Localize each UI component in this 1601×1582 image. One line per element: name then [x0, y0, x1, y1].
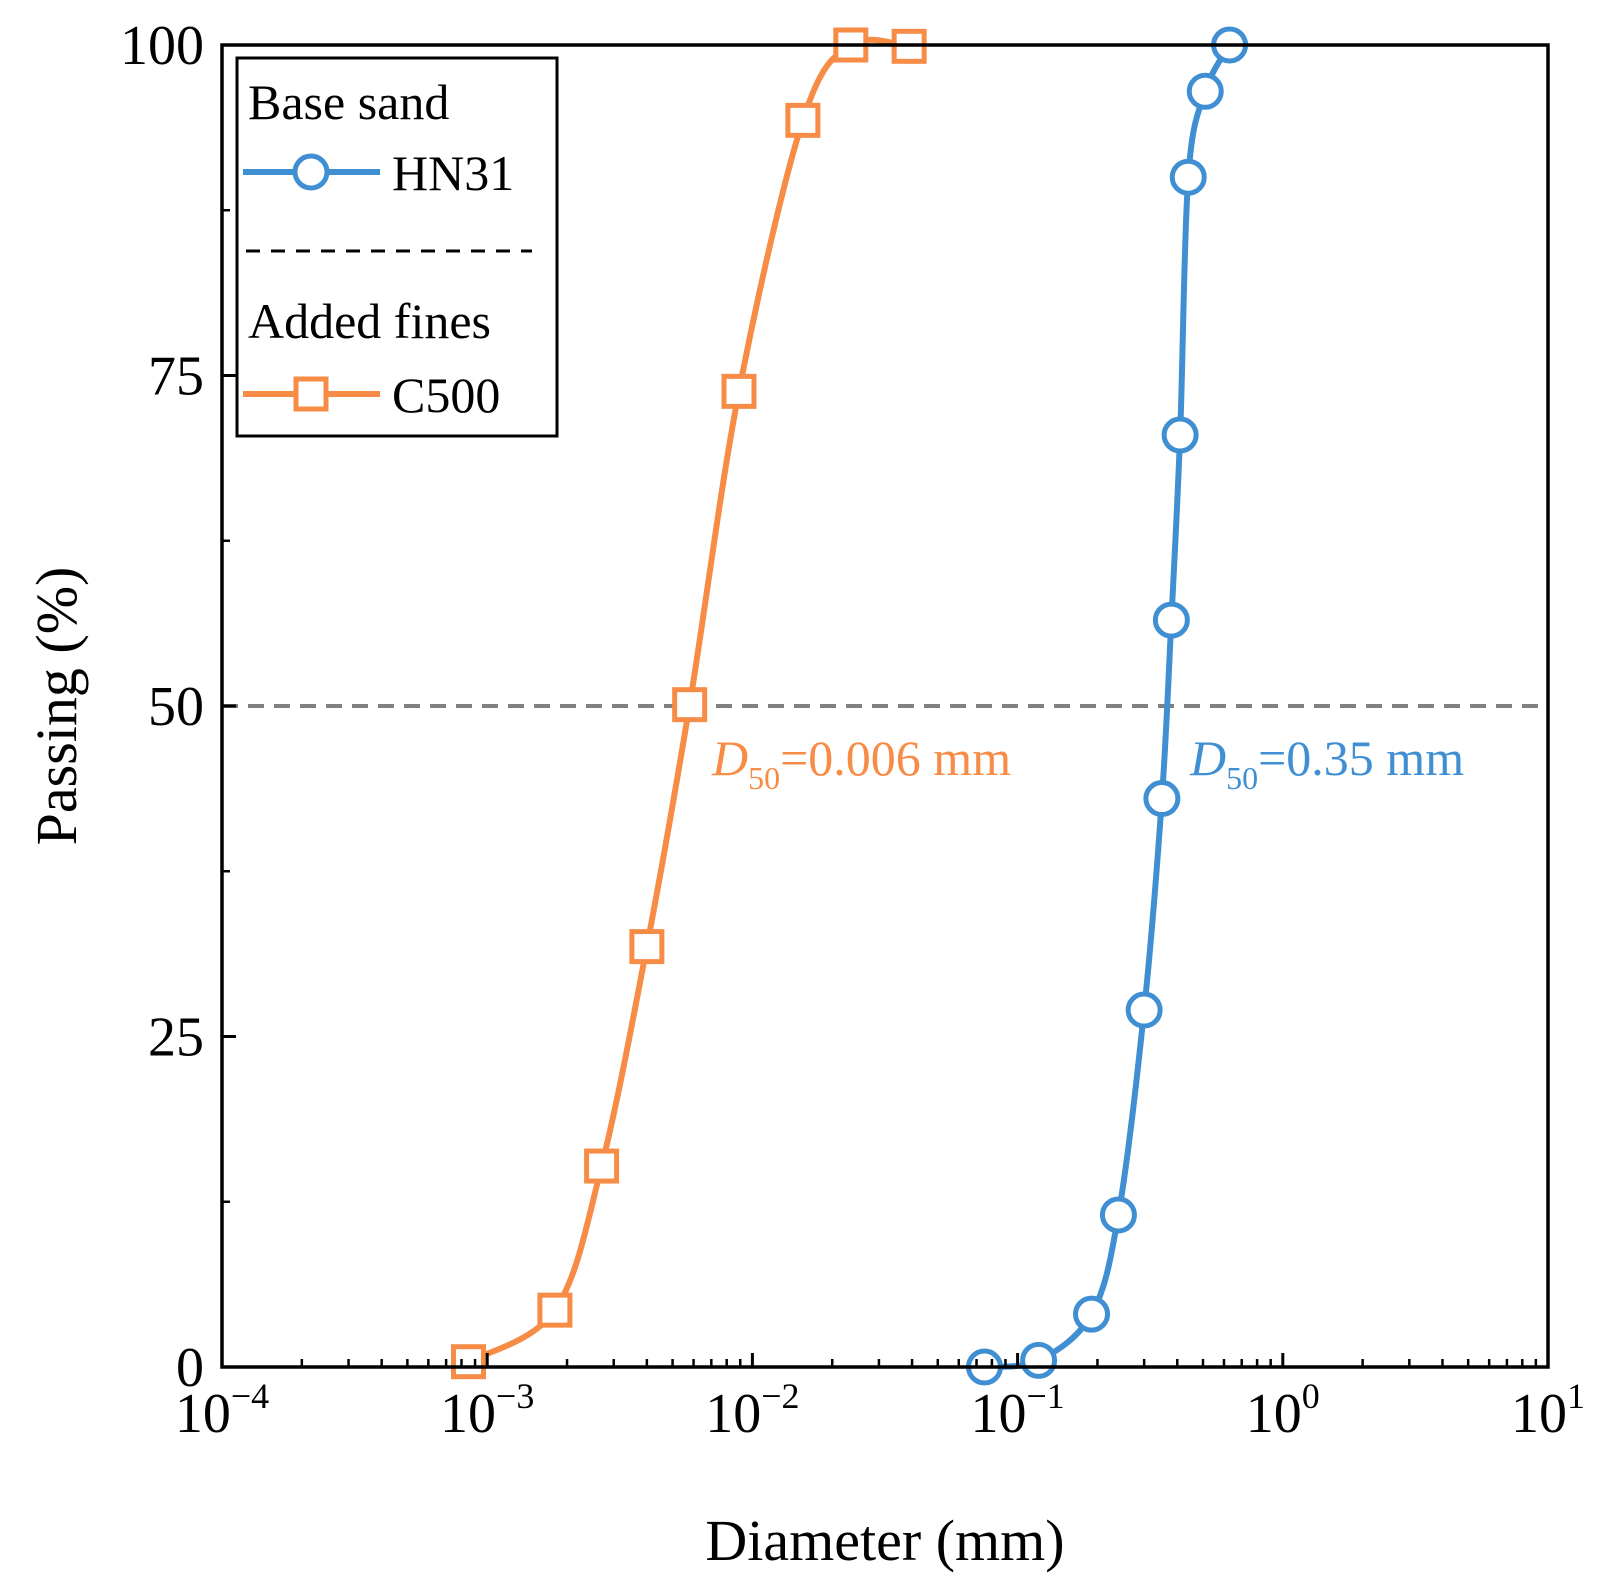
- x-tick-label: 10−4: [175, 1376, 269, 1445]
- x-tick-label: 10−3: [440, 1376, 534, 1445]
- y-tick-label: 100: [120, 15, 204, 77]
- legend-marker-square: [293, 376, 329, 412]
- x-tick-base: 10: [970, 1383, 1026, 1445]
- x-tick-base: 10: [1511, 1383, 1567, 1445]
- y-axis-label: Passing (%): [24, 567, 89, 846]
- x-tick-exponent: 0: [1302, 1376, 1320, 1416]
- data-point-c500: [537, 1292, 573, 1328]
- legend-marker-circle: [292, 153, 330, 191]
- data-point-c500: [785, 102, 821, 138]
- annotation-c500: D50=0.006 mm: [711, 730, 1011, 796]
- y-tick-label: 0: [176, 1337, 204, 1399]
- annotation-c500-subscript: 50: [748, 760, 780, 796]
- series-c500: [450, 27, 927, 1380]
- x-tick-label: 10−1: [970, 1376, 1064, 1445]
- data-point-c500: [672, 687, 708, 723]
- data-point-hn31: [1073, 1295, 1111, 1333]
- annotation-hn31: D50=0.35 mm: [1189, 730, 1464, 796]
- x-axis-label: Diameter (mm): [705, 1508, 1064, 1573]
- data-point-c500: [629, 929, 665, 965]
- y-tick-label: 50: [148, 676, 204, 738]
- annotation-hn31-symbol: D: [1189, 730, 1226, 786]
- data-point-hn31: [1125, 991, 1163, 1029]
- data-point-hn31: [1186, 72, 1224, 110]
- x-tick-exponent: −2: [761, 1376, 799, 1416]
- x-tick-exponent: −1: [1026, 1376, 1064, 1416]
- legend-label-hn31: HN31: [392, 145, 514, 201]
- data-point-hn31: [1143, 780, 1181, 818]
- data-point-c500: [584, 1148, 620, 1184]
- y-tick-label: 25: [148, 1007, 204, 1069]
- legend-box: [235, 56, 559, 438]
- data-point-hn31: [1169, 158, 1207, 196]
- x-tick-exponent: −4: [231, 1376, 269, 1416]
- legend-header-added-fines: Added fines: [248, 293, 491, 349]
- legend: Base sand HN31 Added fines C500: [235, 56, 559, 438]
- x-tick-base: 10: [440, 1383, 496, 1445]
- annotation-c500-symbol: D: [711, 730, 748, 786]
- x-tick-base: 10: [175, 1383, 231, 1445]
- annotation-hn31-subscript: 50: [1226, 760, 1258, 796]
- x-tick-exponent: 1: [1567, 1376, 1585, 1416]
- svg-text:D50=0.35 mm: D50=0.35 mm: [1189, 730, 1464, 796]
- legend-label-c500: C500: [392, 367, 500, 423]
- svg-text:D50=0.006 mm: D50=0.006 mm: [711, 730, 1011, 796]
- x-tick-base: 10: [1246, 1383, 1302, 1445]
- legend-header-base-sand: Base sand: [248, 74, 449, 130]
- data-point-c500: [450, 1344, 486, 1380]
- x-tick-exponent: −3: [496, 1376, 534, 1416]
- y-tick-label: 75: [148, 346, 204, 408]
- x-tick-label: 101: [1511, 1376, 1585, 1445]
- data-point-c500: [721, 373, 757, 409]
- annotation-c500-value: =0.006 mm: [780, 730, 1011, 786]
- x-tick-label: 100: [1246, 1376, 1320, 1445]
- annotation-hn31-value: =0.35 mm: [1258, 730, 1464, 786]
- data-point-hn31: [1099, 1196, 1137, 1234]
- x-tick-base: 10: [705, 1383, 761, 1445]
- data-point-hn31: [1161, 416, 1199, 454]
- x-tick-label: 10−2: [705, 1376, 799, 1445]
- data-point-hn31: [1020, 1341, 1058, 1379]
- data-point-hn31: [1152, 601, 1190, 639]
